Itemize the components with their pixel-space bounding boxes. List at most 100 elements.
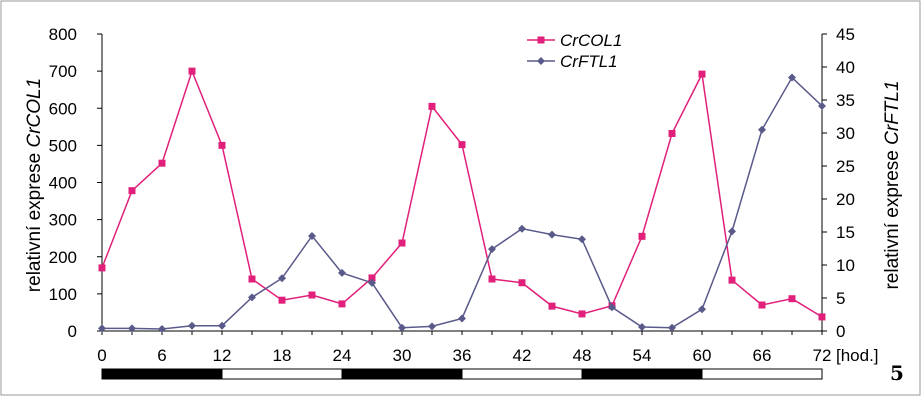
data-point-crftl1 xyxy=(128,324,136,333)
y-axis-title-left: relativní exprese CrCOL1 xyxy=(24,78,45,292)
data-point-crftl1 xyxy=(608,303,616,312)
data-point-crcol1 xyxy=(248,275,256,283)
y-axis-title-right: relativní exprese CrFTL1 xyxy=(882,80,903,289)
data-point-crftl1 xyxy=(698,305,706,314)
y-right-tick-label: 30 xyxy=(836,124,855,143)
x-tick-label: 30 xyxy=(393,346,412,365)
x-tick-label: 6 xyxy=(157,346,166,365)
y-left-tick-label: 500 xyxy=(49,136,77,155)
y-left-tick-label: 800 xyxy=(49,25,77,44)
data-point-crcol1 xyxy=(728,276,736,284)
photoperiod-segment-light xyxy=(461,368,583,380)
legend-label-crftl1: CrFTL1 xyxy=(560,52,618,71)
data-point-crcol1 xyxy=(188,67,196,75)
data-point-crftl1 xyxy=(788,73,796,82)
data-point-crftl1 xyxy=(188,321,196,330)
data-point-crftl1 xyxy=(758,125,766,134)
y-right-tick-label: 5 xyxy=(836,289,845,308)
photoperiod-segment-dark xyxy=(581,368,703,380)
data-point-crftl1 xyxy=(308,231,316,240)
y-right-tick-label: 15 xyxy=(836,223,855,242)
data-point-crftl1 xyxy=(518,224,526,233)
data-point-crcol1 xyxy=(218,141,226,149)
data-point-crftl1 xyxy=(428,322,436,331)
y-right-tick-label: 35 xyxy=(836,91,855,110)
data-point-crftl1 xyxy=(548,230,556,239)
legend: CrCOL1 CrFTL1 xyxy=(527,31,622,71)
data-point-crcol1 xyxy=(578,310,586,318)
data-point-crcol1 xyxy=(158,159,166,167)
data-point-crcol1 xyxy=(308,291,316,299)
x-tick-label: 0 xyxy=(97,346,106,365)
y-right-tick-label: 40 xyxy=(836,58,855,77)
data-point-crcol1 xyxy=(128,187,136,195)
y-right-tick-label: 45 xyxy=(836,25,855,44)
data-point-crcol1 xyxy=(98,264,106,272)
data-point-crftl1 xyxy=(578,235,586,244)
y-left-tick-label: 200 xyxy=(49,248,77,267)
x-tick-label: 66 xyxy=(753,346,772,365)
data-point-crcol1 xyxy=(548,302,556,310)
photoperiod-bar xyxy=(101,368,823,380)
data-point-crftl1 xyxy=(368,278,376,287)
data-point-crftl1 xyxy=(248,293,256,302)
data-point-crftl1 xyxy=(728,227,736,236)
data-point-crftl1 xyxy=(458,314,466,323)
photoperiod-segment-dark xyxy=(101,368,223,380)
photoperiod-segment-light xyxy=(221,368,343,380)
y-left-tick-label: 100 xyxy=(49,285,77,304)
legend-marker-crcol1 xyxy=(537,36,545,44)
series-layer xyxy=(98,67,826,334)
y-right-tick-label: 20 xyxy=(836,190,855,209)
data-point-crftl1 xyxy=(818,101,826,110)
data-point-crftl1 xyxy=(278,274,286,283)
data-point-crftl1 xyxy=(158,325,166,334)
figure-number: 5 xyxy=(890,361,904,385)
y-right-tick-label: 10 xyxy=(836,256,855,275)
x-axis-unit: [hod.] xyxy=(836,346,879,365)
data-point-crcol1 xyxy=(518,279,526,287)
data-point-crftl1 xyxy=(218,321,226,330)
y-left-tick-label: 300 xyxy=(49,211,77,230)
x-tick-label: 54 xyxy=(633,346,652,365)
x-tick-label: 42 xyxy=(513,346,532,365)
data-point-crftl1 xyxy=(638,323,646,332)
data-point-crcol1 xyxy=(698,70,706,78)
data-point-crcol1 xyxy=(758,301,766,309)
data-point-crcol1 xyxy=(398,239,406,247)
legend-marker-crftl1 xyxy=(537,57,545,65)
y-axis-title-left-gene: CrCOL1 xyxy=(24,78,45,148)
data-point-crcol1 xyxy=(338,300,346,308)
data-point-crcol1 xyxy=(818,313,826,321)
y-right-tick-label: 0 xyxy=(836,322,845,341)
x-tick-label: 18 xyxy=(273,346,292,365)
legend-label-crcol1: CrCOL1 xyxy=(560,31,622,50)
data-point-crcol1 xyxy=(488,275,496,283)
data-point-crcol1 xyxy=(368,274,376,282)
data-point-crcol1 xyxy=(278,296,286,304)
data-point-crcol1 xyxy=(668,129,676,137)
y-axis-title-right-prefix: relativní exprese xyxy=(882,145,903,290)
data-point-crftl1 xyxy=(668,323,676,332)
y-left-tick-label: 700 xyxy=(49,62,77,81)
data-point-crftl1 xyxy=(338,268,346,277)
data-point-crftl1 xyxy=(398,323,406,332)
photoperiod-segment-light xyxy=(701,368,823,380)
y-left-tick-label: 400 xyxy=(49,174,77,193)
y-right-tick-label: 25 xyxy=(836,157,855,176)
y-axis-title-left-prefix: relativní exprese xyxy=(24,148,45,293)
y-left-tick-label: 0 xyxy=(68,322,77,341)
x-tick-label: 36 xyxy=(453,346,472,365)
data-point-crcol1 xyxy=(638,232,646,240)
x-tick-label: 60 xyxy=(693,346,712,365)
axes: 0100200300400500600700800051015202530354… xyxy=(49,25,855,365)
x-tick-label: 24 xyxy=(333,346,352,365)
data-point-crcol1 xyxy=(428,102,436,110)
data-point-crcol1 xyxy=(788,295,796,303)
y-left-tick-label: 600 xyxy=(49,99,77,118)
data-point-crftl1 xyxy=(488,245,496,254)
x-tick-label: 72 xyxy=(813,346,832,365)
